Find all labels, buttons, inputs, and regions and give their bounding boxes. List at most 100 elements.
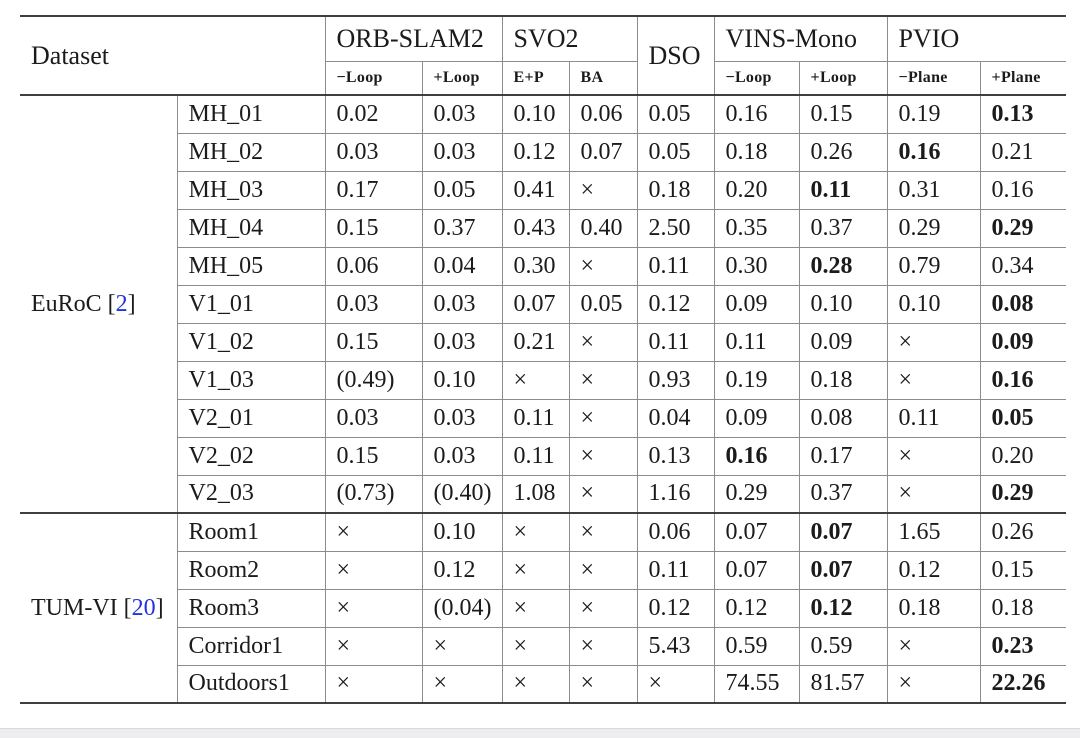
value-cell: ×: [568, 170, 638, 210]
header-svo2: SVO2: [501, 15, 638, 62]
value-cell: 0.08: [798, 398, 888, 438]
value-cell: 0.16: [979, 360, 1067, 400]
table-header: Dataset ORB-SLAM2 SVO2 DSO VINS-Mono PVI…: [20, 15, 1067, 96]
value-cell: 0.30: [713, 246, 800, 286]
subheader-vins-plus-loop: +Loop: [798, 60, 888, 96]
value-cell: 0.59: [798, 626, 888, 666]
value-cell: ×: [886, 626, 981, 666]
value-cell: 0.29: [979, 474, 1067, 514]
value-cell: ×: [568, 436, 638, 476]
value-cell: 0.12: [798, 588, 888, 628]
value-cell: 0.20: [713, 170, 800, 210]
value-cell: 0.20: [979, 436, 1067, 476]
header-vins-mono: VINS-Mono: [713, 15, 888, 62]
table-row: V2_01 0.03 0.03 0.11 × 0.04 0.09 0.08 0.11 0.05: [20, 398, 1067, 438]
value-cell: 0.18: [713, 132, 800, 172]
value-cell: ×: [324, 626, 423, 666]
value-cell: (0.40): [421, 474, 503, 514]
subheader-svo2-ba: BA: [568, 60, 638, 96]
value-cell: 0.10: [886, 284, 981, 324]
table-row: V1_01 0.03 0.03 0.07 0.05 0.12 0.09 0.10 0.10 0.0…: [20, 284, 1067, 324]
value-cell: ×: [636, 664, 715, 704]
sequence-cell: V2_02: [176, 436, 326, 476]
value-cell: 0.12: [713, 588, 800, 628]
value-cell: 0.29: [979, 208, 1067, 248]
results-table-body: EuRoC [2] MH_01 0.02 0.03 0.10 0.06 0.05 0.16 0.…: [20, 94, 1067, 704]
sequence-cell: Corridor1: [176, 626, 326, 666]
sequence-cell: MH_01: [176, 94, 326, 134]
value-cell: 0.07: [798, 550, 888, 590]
subheader-orb-minus-loop: −Loop: [324, 60, 423, 96]
value-cell: ×: [421, 664, 503, 704]
table-row: Room2 × 0.12 × × 0.11 0.07 0.07 0.12 0.15: [20, 550, 1067, 590]
value-cell: 0.18: [636, 170, 715, 210]
value-cell: 0.30: [501, 246, 570, 286]
value-cell: 0.26: [979, 512, 1067, 552]
table-row: MH_02 0.03 0.03 0.12 0.07 0.05 0.18 0.26 0.16 0.2…: [20, 132, 1067, 172]
table-row: V2_02 0.15 0.03 0.11 × 0.13 0.16 0.17 × 0.20: [20, 436, 1067, 476]
value-cell: 0.10: [421, 360, 503, 400]
table-row: Room3 × (0.04) × × 0.12 0.12 0.12 0.18 0.18: [20, 588, 1067, 628]
header-orb-slam2: ORB-SLAM2: [324, 15, 503, 62]
sequence-cell: MH_05: [176, 246, 326, 286]
value-cell: 0.15: [324, 436, 423, 476]
value-cell: 0.13: [636, 436, 715, 476]
citation-link[interactable]: 20: [131, 594, 156, 621]
value-cell: ×: [324, 588, 423, 628]
value-cell: 0.07: [713, 512, 800, 552]
value-cell: ×: [886, 474, 981, 514]
sequence-cell: V1_03: [176, 360, 326, 400]
value-cell: ×: [568, 360, 638, 400]
value-cell: (0.73): [324, 474, 423, 514]
dataset-name: EuRoC [: [31, 290, 116, 317]
header-dataset: Dataset: [20, 15, 326, 96]
value-cell: 0.10: [421, 512, 503, 552]
sequence-cell: V2_03: [176, 474, 326, 514]
table-row: EuRoC [2] MH_01 0.02 0.03 0.10 0.06 0.05 0.16 0.…: [20, 94, 1067, 514]
value-cell: ×: [568, 588, 638, 628]
value-cell: 0.09: [713, 398, 800, 438]
value-cell: 0.11: [501, 436, 570, 476]
sequence-cell: Room3: [176, 588, 326, 628]
value-cell: 0.21: [979, 132, 1067, 172]
dataset-group-cell: EuRoC [2]: [20, 94, 178, 514]
value-cell: 0.19: [713, 360, 800, 400]
citation-link[interactable]: 2: [115, 290, 128, 317]
value-cell: 0.05: [979, 398, 1067, 438]
value-cell: ×: [324, 512, 423, 552]
value-cell: 0.28: [798, 246, 888, 286]
value-cell: 0.03: [324, 398, 423, 438]
citation-bracket: ]: [155, 594, 164, 621]
value-cell: 0.11: [636, 246, 715, 286]
value-cell: ×: [324, 550, 423, 590]
value-cell: 0.06: [636, 512, 715, 552]
value-cell: 0.09: [979, 322, 1067, 362]
value-cell: 0.03: [421, 132, 503, 172]
value-cell: ×: [568, 626, 638, 666]
value-cell: 0.41: [501, 170, 570, 210]
value-cell: 0.12: [636, 284, 715, 324]
value-cell: 0.12: [886, 550, 981, 590]
sequence-cell: Room2: [176, 550, 326, 590]
value-cell: ×: [568, 512, 638, 552]
table-row: V2_03 (0.73) (0.40) 1.08 × 1.16 0.29 0.37 × 0.29: [20, 474, 1067, 514]
value-cell: 0.15: [979, 550, 1067, 590]
header-pvio: PVIO: [886, 15, 1067, 62]
value-cell: 0.05: [636, 132, 715, 172]
table-row: V1_02 0.15 0.03 0.21 × 0.11 0.11 0.09 × 0.09: [20, 322, 1067, 362]
value-cell: 0.93: [636, 360, 715, 400]
value-cell: ×: [886, 322, 981, 362]
value-cell: 0.31: [886, 170, 981, 210]
value-cell: 0.08: [979, 284, 1067, 324]
value-cell: 0.15: [324, 322, 423, 362]
value-cell: 0.23: [979, 626, 1067, 666]
table-row: Outdoors1 × × × × × 74.55 81.57 × 22.26: [20, 664, 1067, 704]
value-cell: 0.06: [568, 94, 638, 134]
value-cell: ×: [568, 474, 638, 514]
value-cell: 0.19: [886, 94, 981, 134]
results-table: Dataset ORB-SLAM2 SVO2 DSO VINS-Mono PVI…: [20, 15, 1067, 704]
header-sub-row: −Loop +Loop E+P BA −Loop +Loop −Plane +P…: [20, 60, 1067, 96]
value-cell: 0.12: [501, 132, 570, 172]
value-cell: 1.65: [886, 512, 981, 552]
value-cell: 0.21: [501, 322, 570, 362]
